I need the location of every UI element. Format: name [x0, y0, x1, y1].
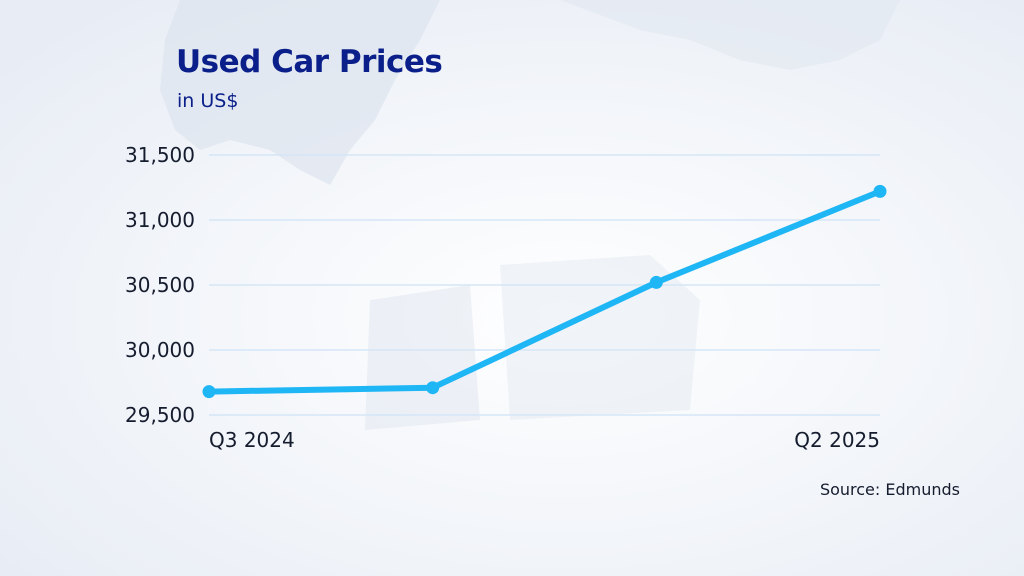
source-note: Source: Edmunds: [819, 480, 960, 499]
data-point: [873, 184, 887, 198]
series-layer: [202, 184, 887, 399]
grid-lines: [209, 154, 880, 416]
y-tick-label: 29,500: [125, 403, 195, 427]
chart-title: Used Car Prices: [176, 44, 443, 80]
series-line: [206, 188, 883, 395]
x-tick-label: Q2 2025: [794, 428, 880, 452]
data-point: [202, 385, 216, 399]
building-silhouette: [365, 285, 480, 430]
landmass-shape: [560, 0, 900, 70]
building-silhouette: [500, 255, 700, 420]
y-tick-label: 30,500: [125, 273, 195, 297]
y-tick-label: 31,000: [125, 208, 195, 232]
landmass-shape: [160, 0, 440, 185]
y-tick-label: 30,000: [125, 338, 195, 362]
x-axis-ticks: Q3 2024 Q2 2025: [209, 428, 880, 452]
data-point: [426, 381, 440, 395]
y-tick-label: 31,500: [125, 143, 195, 167]
chart-subtitle: in US$: [177, 90, 239, 112]
x-tick-label: Q3 2024: [209, 428, 295, 452]
y-axis-ticks: 29,500 30,000 30,500 31,000 31,500: [125, 143, 195, 427]
data-point: [649, 275, 663, 289]
